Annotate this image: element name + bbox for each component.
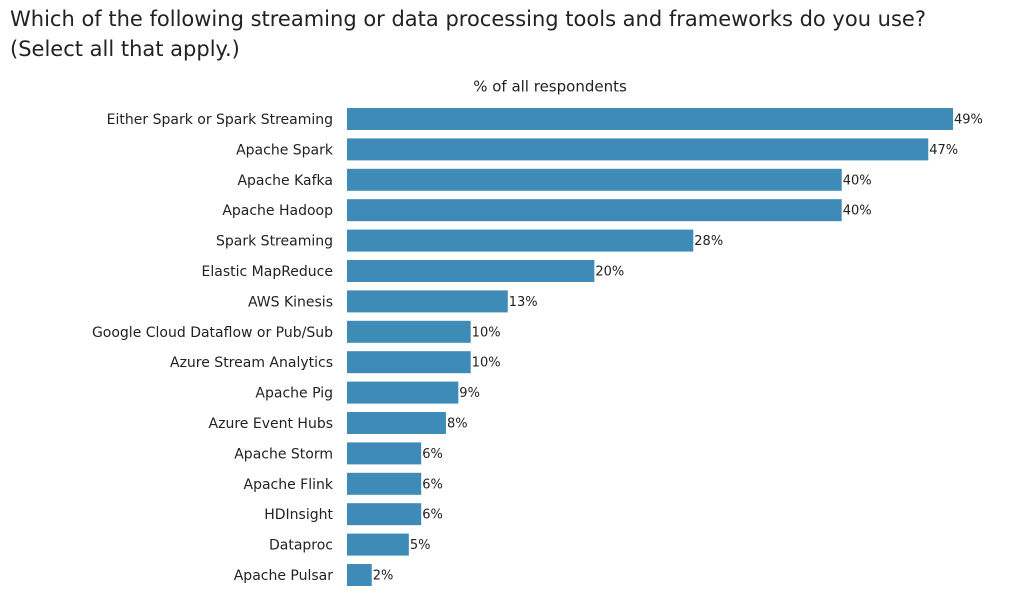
value-label: 13% xyxy=(509,295,538,310)
bar xyxy=(347,351,471,374)
value-label: 5% xyxy=(410,538,431,553)
bar xyxy=(347,472,422,495)
value-label: 40% xyxy=(843,204,872,219)
title-block: Which of the following streaming or data… xyxy=(10,4,926,64)
bar xyxy=(347,320,471,343)
category-label: Apache Pig xyxy=(255,386,333,402)
chart-subtitle: (Select all that apply.) xyxy=(10,37,240,61)
value-label: 9% xyxy=(459,386,480,401)
bar xyxy=(347,260,595,282)
value-label: 10% xyxy=(472,325,501,340)
category-label: Dataproc xyxy=(269,538,333,554)
category-label: Azure Event Hubs xyxy=(209,416,333,432)
value-label: 10% xyxy=(472,356,501,371)
chart-title: Which of the following streaming or data… xyxy=(10,7,927,31)
value-label: 28% xyxy=(694,234,723,249)
value-label: 6% xyxy=(422,508,443,523)
value-label: 6% xyxy=(422,477,443,492)
value-label: 49% xyxy=(954,113,983,128)
category-label: Apache Storm xyxy=(234,446,333,462)
category-label: Apache Kafka xyxy=(237,173,333,189)
bar xyxy=(347,229,694,252)
category-label: Apache Flink xyxy=(244,477,334,493)
bar xyxy=(347,138,929,161)
bar xyxy=(347,290,508,313)
bar xyxy=(347,168,842,191)
category-label: Apache Hadoop xyxy=(222,203,333,219)
category-label: Azure Stream Analytics xyxy=(170,355,333,371)
value-label: 47% xyxy=(929,143,958,158)
category-label: Elastic MapReduce xyxy=(202,264,333,280)
category-label: AWS Kinesis xyxy=(248,294,333,310)
bar xyxy=(347,503,422,526)
bar xyxy=(347,381,459,404)
bar xyxy=(347,412,446,434)
category-label: Spark Streaming xyxy=(216,234,333,250)
bar xyxy=(347,199,842,222)
x-label: % of all respondents xyxy=(473,78,627,96)
bar xyxy=(347,108,953,130)
value-label: 2% xyxy=(373,569,394,584)
category-label: Either Spark or Spark Streaming xyxy=(107,112,333,128)
bar xyxy=(347,533,409,556)
category-label: Google Cloud Dataflow or Pub/Sub xyxy=(92,325,333,341)
bar xyxy=(347,564,372,586)
value-label: 6% xyxy=(422,447,443,462)
category-label: Apache Pulsar xyxy=(234,568,334,584)
category-label: Apache Spark xyxy=(236,142,334,158)
category-label: HDInsight xyxy=(264,507,333,523)
value-label: 40% xyxy=(843,173,872,188)
bar xyxy=(347,442,422,465)
value-label: 20% xyxy=(595,265,624,280)
value-label: 8% xyxy=(447,417,468,432)
